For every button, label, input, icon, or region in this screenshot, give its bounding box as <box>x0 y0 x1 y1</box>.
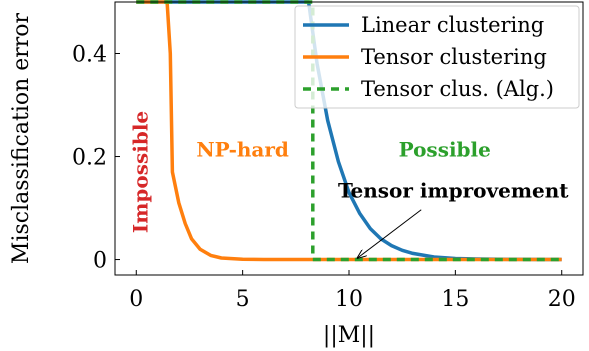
x-tick-label: 10 <box>335 287 363 312</box>
legend-entry-linear: Linear clustering <box>361 13 544 37</box>
legend-entry-tensor: Tensor clustering <box>361 45 547 69</box>
annotation-np-hard: NP-hard <box>196 138 289 162</box>
annotation-impossible: Impossible <box>129 111 153 233</box>
x-axis: 0 5 10 15 20 <box>129 270 576 312</box>
x-axis-label: ||M|| <box>323 323 375 348</box>
y-tick-label: 0 <box>93 249 107 274</box>
y-tick-label: 0.2 <box>72 146 107 171</box>
y-axis: 0 0.2 0.4 <box>72 43 120 274</box>
y-axis-label: Misclassification error <box>9 12 34 264</box>
annotations: Impossible NP-hard Possible Tensor impro… <box>129 111 569 258</box>
annotation-possible: Possible <box>399 138 491 162</box>
x-tick-label: 15 <box>441 287 469 312</box>
x-tick-label: 20 <box>548 287 576 312</box>
legend-box <box>294 5 580 109</box>
x-tick-label: 5 <box>236 287 250 312</box>
annotation-arrow <box>358 209 422 258</box>
legend: Linear clustering Tensor clustering Tens… <box>294 5 580 109</box>
x-tick-label: 0 <box>129 287 143 312</box>
annotation-tensor-improvement: Tensor improvement <box>338 179 569 203</box>
legend-entry-tensor-alg: Tensor clus. (Alg.) <box>361 77 554 101</box>
y-tick-label: 0.4 <box>72 43 107 68</box>
series-line-1 <box>136 0 562 262</box>
